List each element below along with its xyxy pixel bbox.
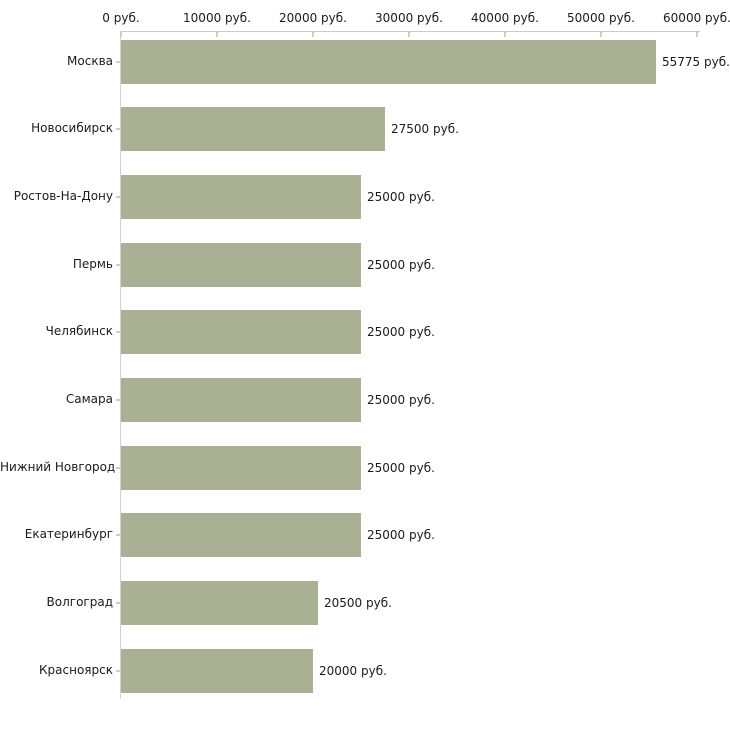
bar-value-label: 20500 руб. <box>324 596 392 611</box>
x-axis-tick-label: 10000 руб. <box>183 11 251 25</box>
x-axis-tick-label: 40000 руб. <box>471 11 539 25</box>
bar-2 <box>121 107 385 152</box>
bar-9 <box>121 581 318 626</box>
x-axis-tick-label: 20000 руб. <box>279 11 347 25</box>
category-label: Новосибирск <box>31 121 113 136</box>
y-axis-tick <box>116 60 121 63</box>
x-axis-tick-40000 <box>504 32 506 37</box>
bar-value-label: 20000 руб. <box>319 663 387 678</box>
x-axis-tick-label: 0 руб. <box>102 11 140 25</box>
bar-6 <box>121 378 361 422</box>
y-axis-tick <box>116 534 121 537</box>
y-axis-tick <box>116 669 121 672</box>
x-axis-tick-label: 50000 руб. <box>567 11 635 25</box>
bar-value-label: 25000 руб. <box>367 393 435 407</box>
x-axis-tick-60000 <box>696 32 698 37</box>
category-label: Пермь <box>72 256 113 271</box>
x-axis-tick-50000 <box>600 32 602 37</box>
bar-5 <box>121 310 361 355</box>
bar-value-label: 25000 руб. <box>367 189 435 204</box>
y-axis-tick <box>116 263 121 266</box>
bar-7 <box>121 445 361 490</box>
plot-area: 55775 руб. 27500 руб. 25000 руб. 25000 руб.… <box>116 31 730 699</box>
y-axis-tick <box>116 399 121 401</box>
category-label: Екатеринбург <box>24 527 113 542</box>
category-label: Красноярск <box>39 662 113 677</box>
category-label: Москва <box>67 53 113 68</box>
y-axis-tick <box>116 466 121 469</box>
y-axis-tick <box>116 331 121 334</box>
bar-1 <box>121 39 656 84</box>
y-axis-tick <box>116 128 121 131</box>
category-label: Ростов-На-Дону <box>13 188 113 203</box>
category-label: Челябинск <box>45 324 113 339</box>
x-axis-tick-30000 <box>408 32 410 37</box>
x-axis-tick-label: 60000 руб. <box>663 11 730 25</box>
bar-value-label: 25000 руб. <box>367 325 435 340</box>
x-axis-tick-0 <box>120 32 122 37</box>
bar-value-label: 25000 руб. <box>367 460 435 475</box>
bar-10 <box>121 648 313 693</box>
bar-8 <box>121 513 361 558</box>
bar-value-label: 27500 руб. <box>391 122 459 137</box>
y-axis-tick <box>116 602 121 605</box>
x-axis-tick-10000 <box>216 32 218 37</box>
x-axis-tick-label: 30000 руб. <box>375 11 443 25</box>
bar-4 <box>121 242 361 287</box>
bar-value-label: 55775 руб. <box>662 54 730 69</box>
bar-value-label: 25000 руб. <box>367 257 435 272</box>
category-label: Волгоград <box>46 595 113 610</box>
category-label: Самара <box>65 392 113 406</box>
category-label: Нижний Новгород <box>0 459 116 474</box>
y-axis-tick <box>116 195 121 198</box>
x-axis-tick-20000 <box>312 32 314 37</box>
bar-value-label: 25000 руб. <box>367 528 435 543</box>
bar-3 <box>121 174 361 219</box>
